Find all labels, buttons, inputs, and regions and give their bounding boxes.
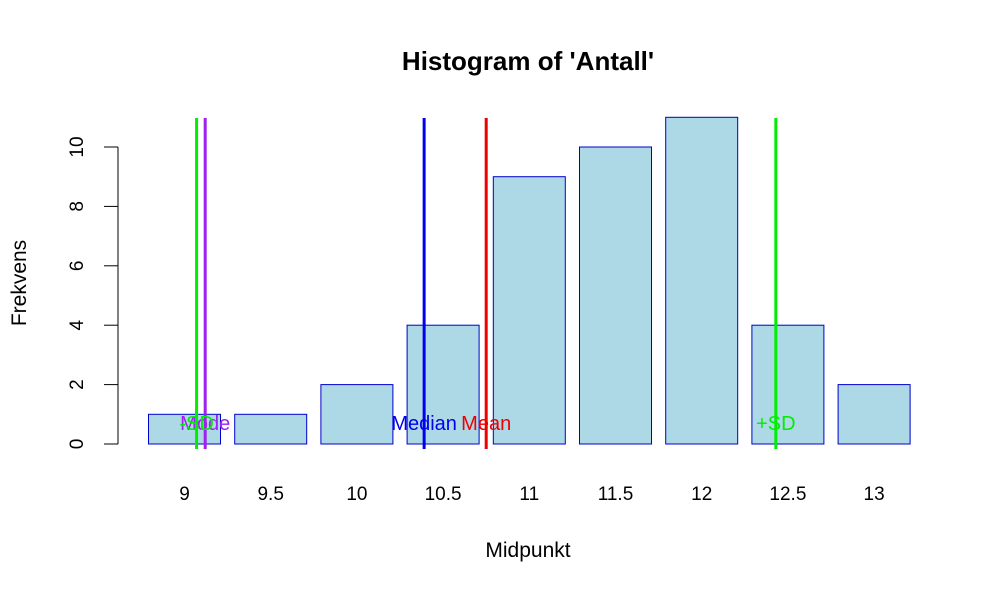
reference-line-label: -SD [179,413,213,435]
x-tick-label: 10 [346,484,367,505]
reference-lines-group: Mode Median Mean +SD -SD [179,118,796,449]
bar [406,324,480,445]
bar [234,413,308,445]
y-tick-label: 2 [67,379,88,390]
bar [492,176,566,445]
reference-line-label: Median [391,413,457,435]
reference-line-label: +SD [756,413,795,435]
x-tick-label: 12 [691,484,712,505]
y-tick-label: 4 [67,319,88,330]
y-tick-label: 8 [67,201,88,212]
bar [837,384,911,445]
reference-line-label: Mode [180,413,230,435]
x-axis-labels: 9 9.5 10 10.5 11 11.5 12 12.5 13 [179,484,884,505]
x-tick-label: 11 [519,484,539,505]
bar [751,324,825,445]
x-tick-label: 12.5 [769,484,806,505]
bars-group [148,116,911,445]
bar [579,146,652,445]
y-axis-label: Frekvens [8,240,31,326]
x-tick-label: 9.5 [257,484,283,505]
x-axis-label: Midpunkt [485,539,570,562]
bar [665,116,739,445]
x-tick-label: 11.5 [598,484,634,505]
y-tick-label: 6 [67,261,88,272]
y-axis: 0 2 4 6 8 10 [67,136,119,450]
bar [320,384,394,445]
y-tick-label: 10 [67,136,88,157]
reference-line-label: Mean [461,413,511,435]
x-tick-label: 9 [179,484,190,505]
chart-title: Histogram of 'Antall' [402,46,654,76]
x-tick-label: 10.5 [425,484,462,505]
x-tick-label: 13 [864,484,885,505]
y-tick-label: 0 [67,439,88,450]
bar [148,413,221,445]
